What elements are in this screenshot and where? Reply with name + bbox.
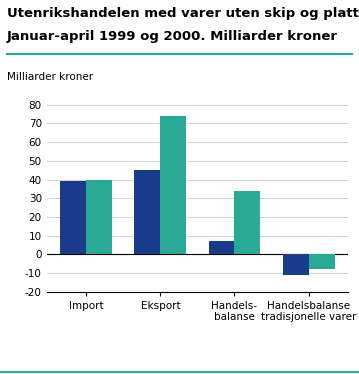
Text: Milliarder kroner: Milliarder kroner (8, 72, 94, 82)
Bar (86, 180, 112, 254)
Bar (309, 254, 335, 269)
Bar (60, 181, 86, 254)
Bar (283, 254, 309, 275)
Text: Utenrikshandelen med varer uten skip og plattformer.: Utenrikshandelen med varer uten skip og … (7, 7, 359, 21)
Bar (160, 116, 186, 254)
Text: Januar-april 1999 og 2000. Milliarder kroner: Januar-april 1999 og 2000. Milliarder kr… (7, 30, 338, 43)
Bar (209, 241, 234, 254)
Bar (135, 170, 160, 254)
Bar (234, 191, 260, 254)
